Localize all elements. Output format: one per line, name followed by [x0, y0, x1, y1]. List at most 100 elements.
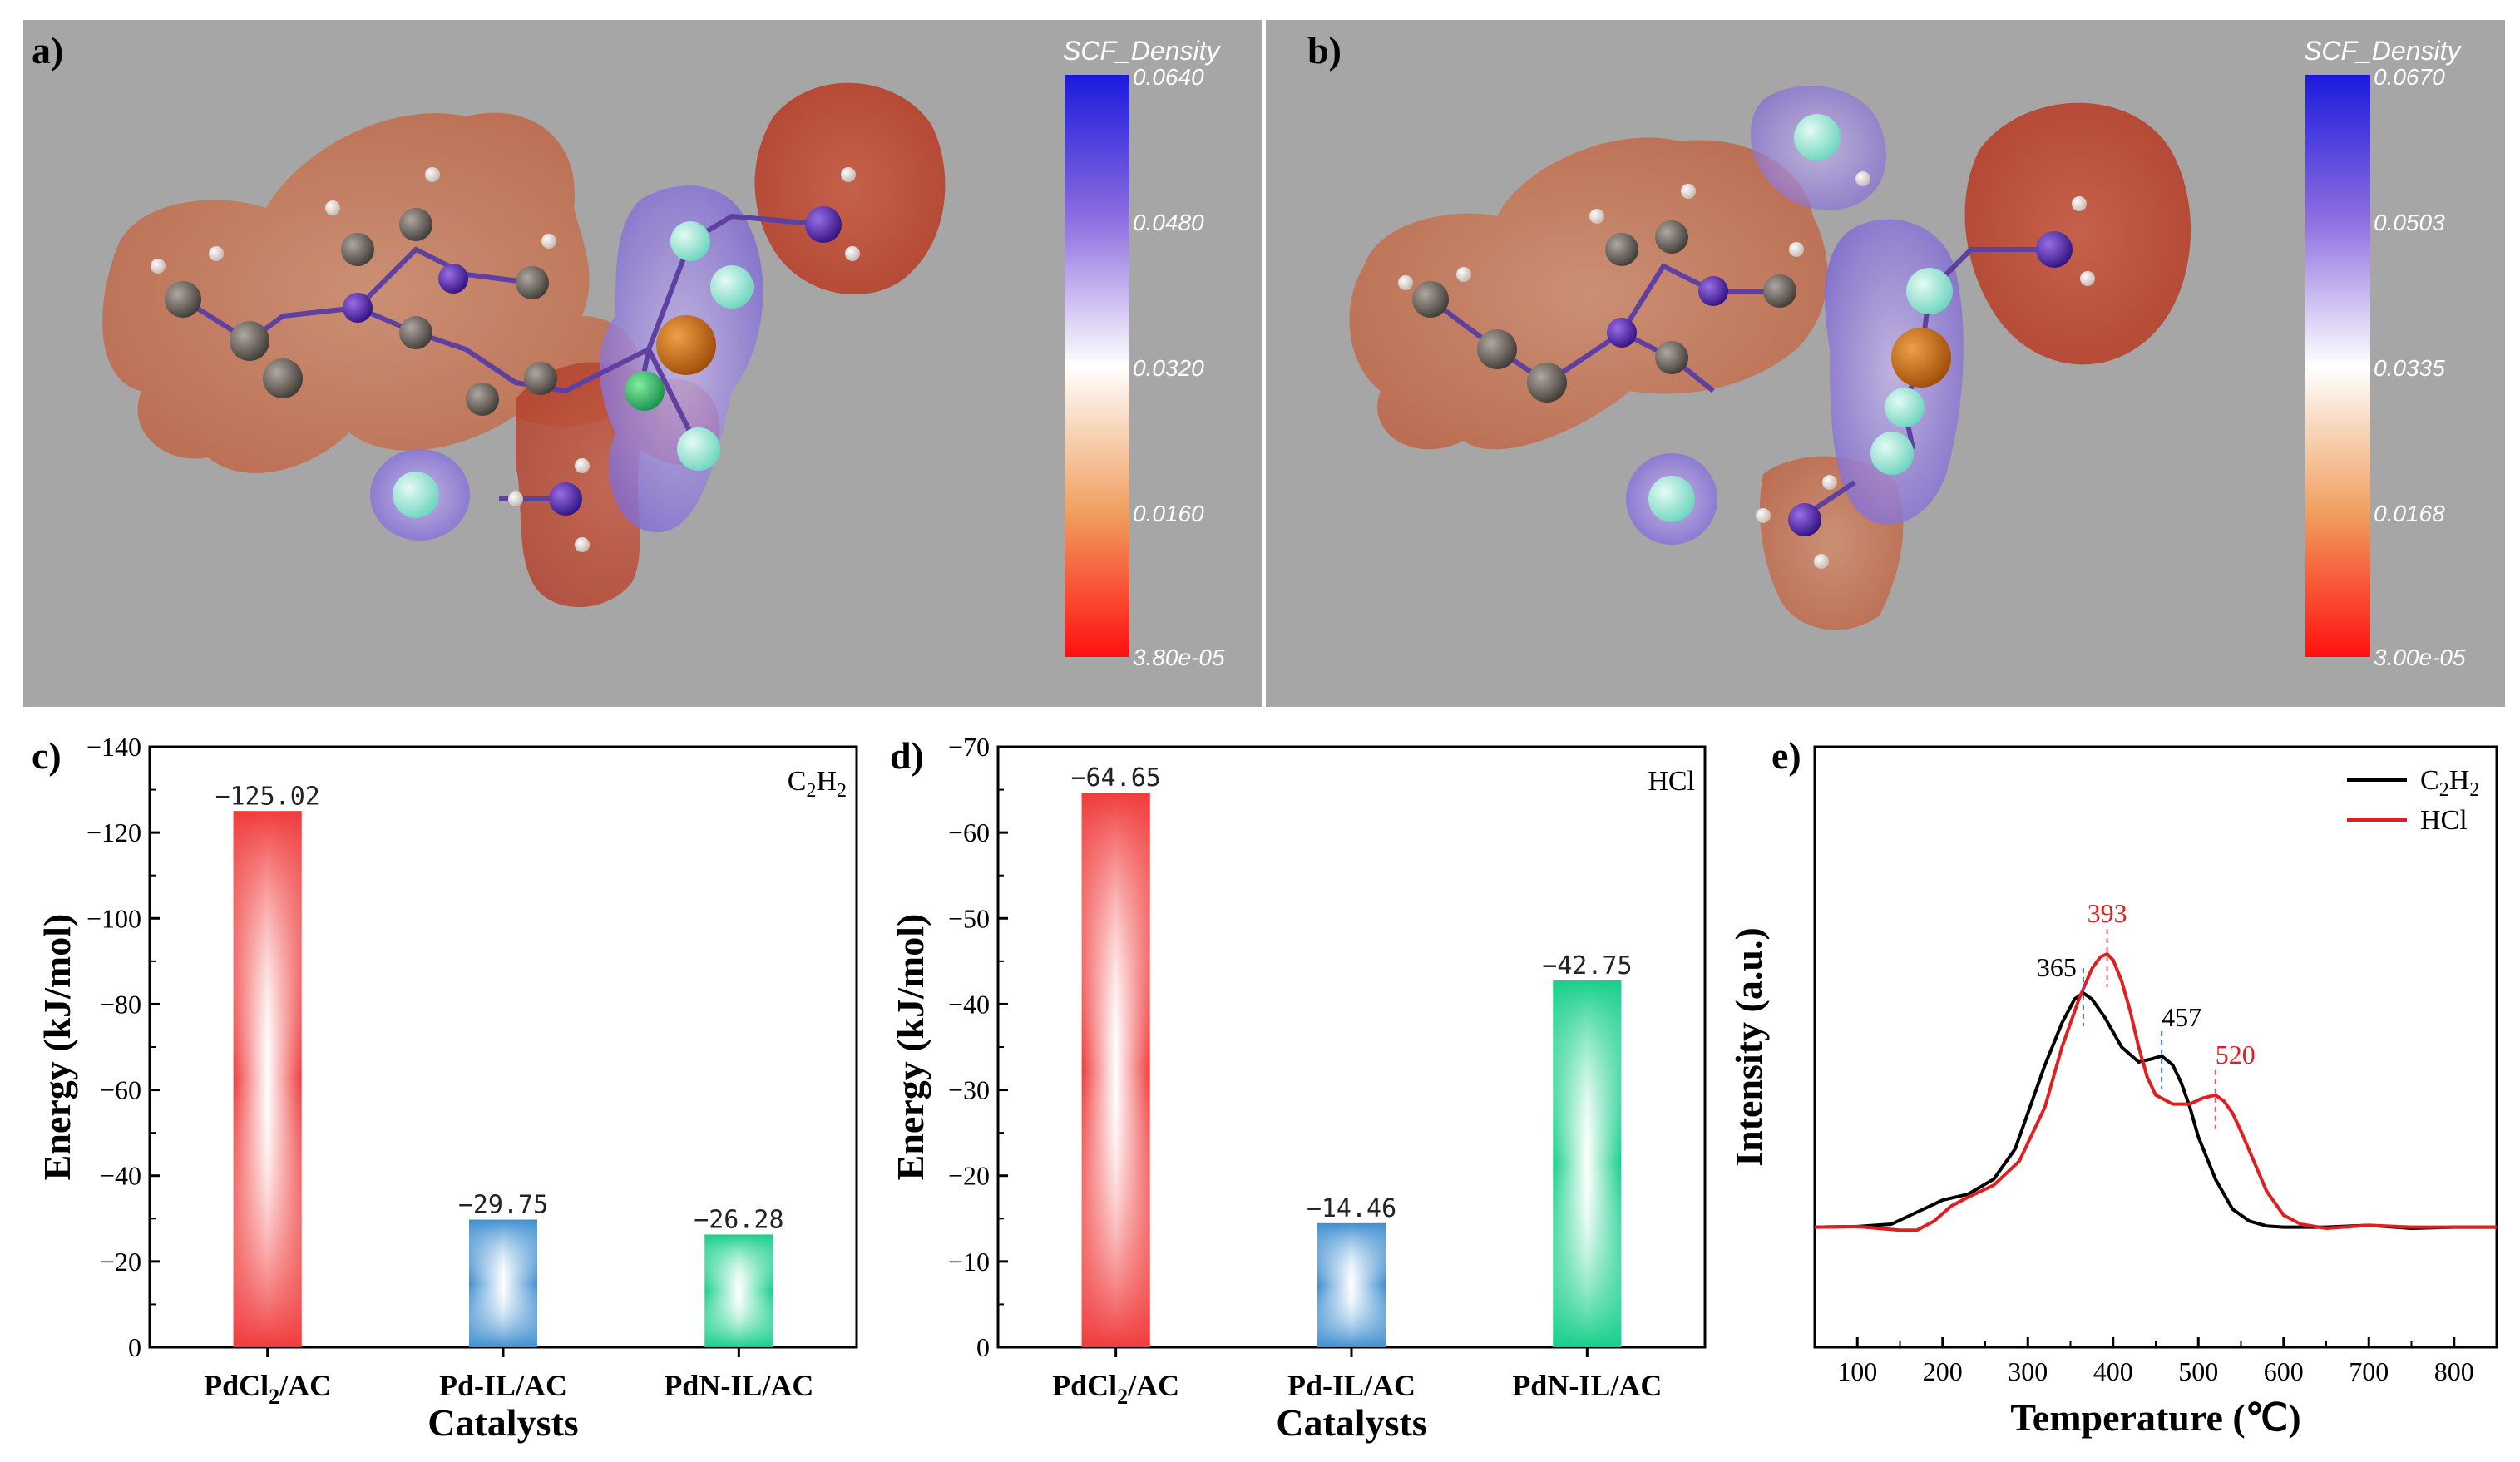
- y-tick-label: −10: [948, 1247, 990, 1277]
- gas-label: HCl: [1648, 766, 1695, 797]
- nitrogen-atom: [1607, 318, 1637, 348]
- chlorine-atom: [1906, 268, 1953, 314]
- hydrogen-atom: [1589, 209, 1604, 224]
- chart-d: d) 0 −10 −20 −30 −40 −50 −60 −70 −64.65 PdCl2/AC −1…: [889, 732, 1707, 1444]
- series-line-c2h2: [1814, 991, 2497, 1230]
- bar-shade: [1081, 793, 1150, 1347]
- bar: [1317, 1222, 1386, 1347]
- surface-blob-red-top: [1964, 102, 2191, 365]
- x-axis-title: Catalysts: [427, 1401, 578, 1444]
- bar: [704, 1234, 773, 1347]
- bar-value-label: −26.28: [694, 1205, 783, 1234]
- nitrogen-atom: [2036, 231, 2073, 268]
- carbon-atom: [1655, 341, 1688, 374]
- colorbar-a: [1065, 75, 1129, 657]
- nitrogen-atom: [805, 206, 842, 243]
- hydrogen-atom: [151, 259, 166, 274]
- surface-blob-orange: [1349, 137, 1828, 450]
- hydrogen-atom: [425, 167, 440, 182]
- colorbar-a-tick: 0.0480: [1133, 210, 1204, 235]
- x-category-label: PdN-IL/AC: [664, 1369, 813, 1402]
- panel-letter: d): [890, 734, 924, 777]
- y-axis-title: Energy (kJ/mol): [36, 914, 78, 1181]
- hydrogen-atom: [845, 246, 860, 261]
- panel-b-molecule: [1349, 86, 2191, 630]
- chlorine-atom: [625, 371, 665, 411]
- panel-a-letter: a): [32, 29, 63, 72]
- x-category-label: PdCl2/AC: [1052, 1369, 1179, 1409]
- colorbar-b-tick: 0.0503: [2374, 210, 2445, 235]
- carbon-atom: [516, 266, 549, 299]
- y-tick-label: −20: [948, 1161, 990, 1191]
- x-category-label: Pd-IL/AC: [439, 1369, 567, 1402]
- x-tick-label: 100: [1837, 1356, 1877, 1386]
- x-category-label: Pd-IL/AC: [1287, 1369, 1416, 1402]
- bar-value-label: −14.46: [1307, 1194, 1396, 1223]
- y-axis-title: Energy (kJ/mol): [889, 914, 931, 1181]
- colorbar-b-tick: 3.00e-05: [2374, 645, 2466, 670]
- chlorine-atom: [393, 472, 439, 518]
- series-line-hcl: [1814, 952, 2497, 1232]
- x-axis-title: Temperature (℃): [2010, 1396, 2300, 1439]
- palladium-atom: [1891, 328, 1951, 388]
- chlorine-atom: [1885, 388, 1925, 427]
- nitrogen-atom: [343, 293, 373, 323]
- x-tick-label: 700: [2349, 1356, 2389, 1386]
- carbon-atom: [341, 233, 374, 266]
- hydrogen-atom: [841, 167, 856, 182]
- panel-letter: e): [1771, 734, 1801, 777]
- chlorine-atom: [710, 265, 754, 309]
- bar-value-label: −125.02: [215, 782, 319, 811]
- peak-label: 365: [2037, 952, 2077, 982]
- carbon-atom: [230, 321, 269, 361]
- hydrogen-atom: [209, 246, 224, 261]
- x-tick-label: 300: [2008, 1356, 2048, 1386]
- hydrogen-atom: [508, 491, 523, 506]
- colorbar-a-tick: 0.0160: [1133, 501, 1204, 526]
- hydrogen-atom: [1398, 275, 1413, 290]
- hydrogen-atom: [1756, 508, 1771, 523]
- chlorine-atom: [670, 221, 710, 261]
- colorbar-a-title: SCF_Density: [1063, 36, 1222, 66]
- x-category-label: PdN-IL/AC: [1512, 1369, 1662, 1402]
- surface-blob-red-top: [754, 82, 946, 295]
- y-tick-label: −120: [86, 817, 141, 847]
- carbon-atom: [1527, 363, 1567, 403]
- carbon-atom: [1477, 329, 1517, 369]
- colorbar-a-tick: 3.80e-05: [1133, 645, 1225, 670]
- x-category-label: PdCl2/AC: [204, 1369, 331, 1409]
- y-tick-label: −30: [948, 1075, 990, 1105]
- colorbar-b-tick: 0.0670: [2374, 64, 2445, 90]
- bar-value-label: −42.75: [1542, 951, 1632, 980]
- bar: [233, 811, 302, 1347]
- bar-value-label: −64.65: [1070, 763, 1160, 793]
- y-tick-label: −100: [86, 903, 141, 933]
- carbon-atom: [1412, 281, 1449, 318]
- carbon-atom: [524, 362, 557, 395]
- y-tick-label: −70: [948, 732, 990, 762]
- hydrogen-atom: [541, 234, 556, 249]
- bar-shade: [1553, 980, 1622, 1347]
- hydrogen-atom: [575, 458, 590, 473]
- colorbar-b-tick: 0.0168: [2374, 501, 2445, 526]
- hydrogen-atom: [2072, 196, 2087, 211]
- y-tick-label: −60: [948, 817, 990, 847]
- carbon-atom: [1763, 274, 1796, 308]
- colorbar-b-tick: 0.0335: [2374, 355, 2445, 381]
- carbon-atom: [466, 383, 499, 416]
- peak-label: 457: [2162, 1002, 2201, 1032]
- hydrogen-atom: [1681, 184, 1696, 199]
- chart-c: c) 0 −20 −40 −60 −80 −100 −120 −140 −125.02 PdCl2/…: [32, 732, 858, 1444]
- bar: [1553, 980, 1622, 1347]
- panel-letter: c): [32, 734, 62, 777]
- bar-shade: [469, 1219, 537, 1347]
- carbon-atom: [263, 358, 303, 398]
- bar-shade: [1317, 1222, 1386, 1347]
- chlorine-atom: [1794, 114, 1841, 161]
- carbon-atom: [399, 208, 432, 241]
- chart-e: e) 100 200 300 400 500 600 700 800 365 393 457 520 C2…: [1727, 734, 2498, 1439]
- y-tick-label: 0: [128, 1332, 141, 1362]
- x-tick-label: 200: [1923, 1356, 1963, 1386]
- y-tick-label: −40: [948, 989, 990, 1019]
- chlorine-atom: [677, 427, 720, 471]
